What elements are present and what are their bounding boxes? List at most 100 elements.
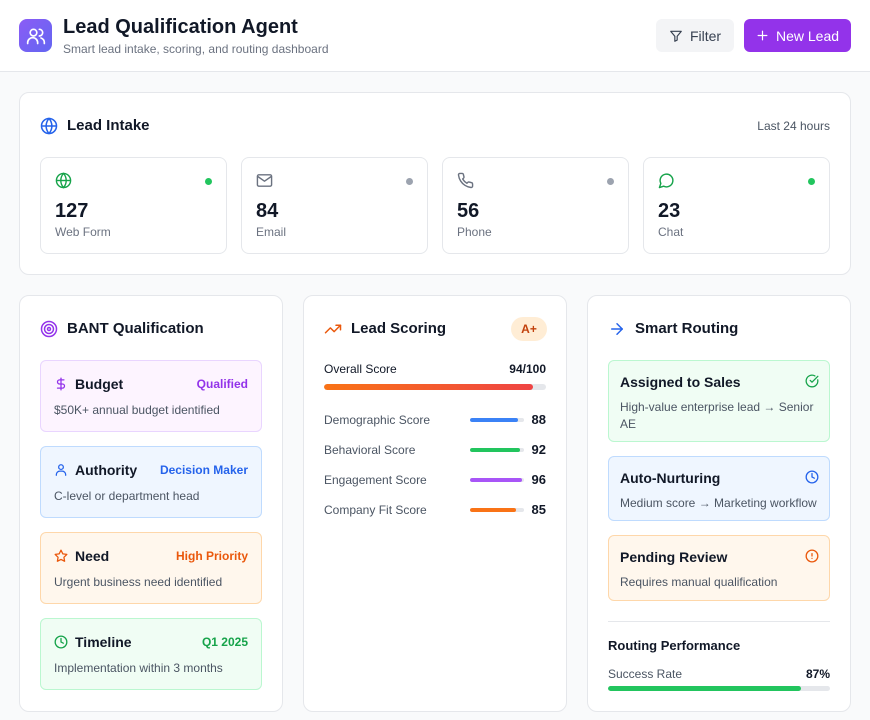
score-bar-fill [470, 508, 516, 512]
intake-channel-chat[interactable]: 23 Chat [643, 157, 830, 254]
score-bar-fill [470, 418, 518, 422]
success-rate-fill [608, 686, 802, 691]
score-label: Company Fit Score [324, 503, 427, 517]
bant-name: Authority [75, 462, 138, 478]
bant-tag: High Priority [175, 549, 248, 563]
alert-circle-icon [805, 549, 819, 563]
filter-label: Filter [689, 27, 722, 44]
route-pending-review[interactable]: Pending Review Requires manual qualifica… [608, 535, 830, 601]
score-bar [470, 418, 524, 422]
success-rate-bar [608, 686, 830, 691]
bant-need[interactable]: Need High Priority Urgent business need … [40, 532, 262, 604]
page-subtitle: Smart lead intake, scoring, and routing … [63, 42, 329, 56]
grade-badge: A+ [511, 317, 547, 341]
trending-up-icon [324, 324, 342, 334]
bant-desc: $50K+ annual budget identified [54, 403, 220, 417]
channel-label: Phone [457, 225, 492, 239]
route-desc: Requires manual qualification [620, 575, 778, 589]
star-icon [54, 549, 68, 562]
channel-label: Web Form [55, 225, 111, 239]
channel-count: 23 [658, 200, 681, 222]
score-value: 96 [531, 472, 546, 487]
bant-desc: C-level or department head [54, 489, 200, 503]
overall-score-label: Overall Score [324, 362, 397, 376]
bant-card: BANT Qualification Budget Qualified $50K… [19, 295, 283, 712]
globe-icon [40, 117, 58, 135]
score-value: 85 [531, 502, 546, 517]
route-desc: Medium score → Marketing workflow [620, 496, 817, 510]
lead-scoring-title: Lead Scoring [351, 320, 447, 337]
app-header: Lead Qualification Agent Smart lead inta… [0, 0, 870, 72]
score-row-demographic: Demographic Score 88 [324, 412, 546, 428]
route-name: Auto-Nurturing [620, 470, 721, 486]
bant-budget[interactable]: Budget Qualified $50K+ annual budget ide… [40, 360, 262, 432]
plus-icon [757, 30, 768, 41]
intake-channel-email[interactable]: 84 Email [241, 157, 428, 254]
score-row-engagement: Engagement Score 96 [324, 472, 546, 488]
users-logo-icon [19, 19, 52, 52]
score-value: 92 [531, 442, 546, 457]
success-rate-value: 87% [805, 667, 830, 681]
new-lead-button[interactable]: New Lead [744, 19, 851, 52]
phone-icon [457, 172, 474, 189]
overall-score-bar [324, 384, 546, 390]
page-title: Lead Qualification Agent [63, 16, 298, 38]
score-bar [470, 508, 524, 512]
smart-routing-card: Smart Routing Assigned to Sales High-val… [587, 295, 851, 712]
overall-score-fill [324, 384, 533, 390]
bant-tag: Qualified [196, 377, 248, 391]
success-rate-label: Success Rate [608, 667, 683, 681]
user-icon [55, 464, 67, 476]
score-bar [470, 448, 524, 452]
new-lead-label: New Lead [775, 27, 840, 44]
filter-button[interactable]: Filter [656, 19, 734, 52]
channel-count: 84 [256, 200, 279, 222]
status-dot [607, 178, 614, 185]
smart-routing-title: Smart Routing [635, 320, 739, 337]
channel-count: 127 [55, 200, 89, 222]
score-row-behavioral: Behavioral Score 92 [324, 442, 546, 458]
arrow-right-icon [611, 323, 623, 335]
route-desc: High-value enterprise lead → Senior AE [620, 400, 814, 431]
route-auto-nurturing[interactable]: Auto-Nurturing Medium score → Marketing … [608, 456, 830, 521]
globe-icon [55, 172, 72, 189]
score-label: Engagement Score [324, 473, 427, 487]
bant-authority[interactable]: Authority Decision Maker C-level or depa… [40, 446, 262, 518]
intake-channel-web-form[interactable]: 127 Web Form [40, 157, 227, 254]
chat-icon [658, 173, 674, 189]
lead-scoring-card: Lead Scoring A+ Overall Score 94/100 Dem… [303, 295, 567, 712]
score-label: Behavioral Score [324, 443, 416, 457]
clock-icon [54, 635, 68, 649]
routing-performance-title: Routing Performance [608, 638, 741, 653]
intake-period: Last 24 hours [757, 119, 830, 133]
mail-icon [256, 174, 273, 187]
bant-name: Timeline [75, 634, 132, 650]
lead-intake-title: Lead Intake [67, 117, 150, 134]
bant-timeline[interactable]: Timeline Q1 2025 Implementation within 3… [40, 618, 262, 690]
check-circle-icon [805, 374, 819, 388]
route-name: Assigned to Sales [620, 374, 741, 390]
dollar-icon [56, 377, 66, 391]
route-assigned-to-sales[interactable]: Assigned to Sales High-value enterprise … [608, 360, 830, 442]
route-name: Pending Review [620, 549, 728, 565]
status-dot [808, 178, 815, 185]
filter-icon [670, 30, 682, 42]
bant-name: Need [75, 548, 110, 564]
score-row-company-fit: Company Fit Score 85 [324, 502, 546, 518]
routing-divider [608, 621, 830, 622]
channel-label: Chat [658, 225, 684, 239]
bant-name: Budget [75, 376, 124, 392]
bant-desc: Implementation within 3 months [54, 661, 223, 675]
overall-score-value: 94/100 [509, 362, 546, 376]
channel-label: Email [256, 225, 287, 239]
score-bar [470, 478, 524, 482]
bant-desc: Urgent business need identified [54, 575, 223, 589]
bant-tag: Decision Maker [159, 463, 248, 477]
score-bar-fill [470, 448, 520, 452]
intake-channel-phone[interactable]: 56 Phone [442, 157, 629, 254]
score-label: Demographic Score [324, 413, 431, 427]
score-value: 88 [531, 412, 546, 427]
status-dot [406, 178, 413, 185]
status-dot [205, 178, 212, 185]
target-icon [40, 320, 58, 338]
